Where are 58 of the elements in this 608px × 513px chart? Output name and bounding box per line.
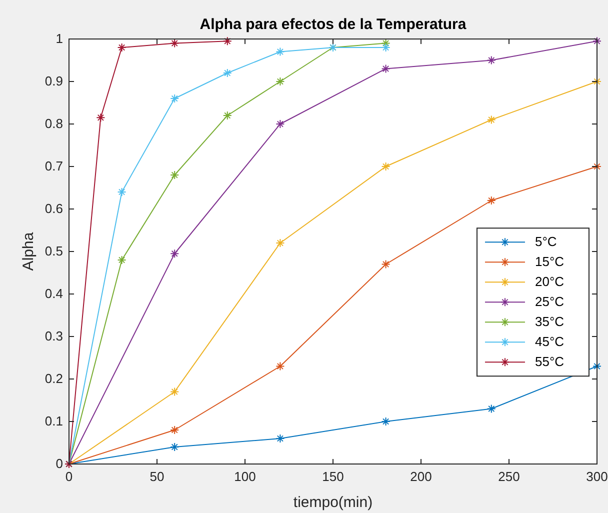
point [170,38,180,48]
point [117,188,126,196]
point [222,68,232,78]
point [381,64,390,74]
y-axis-title: Alpha [20,232,37,271]
point [276,434,285,443]
y-tick-label: 0.6 [44,201,63,216]
legend-label: 20°C [535,274,564,290]
x-axis-title: tiempo(min) [293,494,373,511]
point [276,238,285,248]
legend-label: 45°C [535,334,564,350]
point [592,77,602,86]
point [222,36,232,46]
x-tick-label: 50 [150,469,164,484]
point [117,43,126,52]
x-tick-label: 150 [322,469,344,484]
point [276,120,285,128]
point [276,362,285,371]
point [170,442,180,452]
point [381,162,390,171]
point [486,196,496,205]
point [381,417,390,426]
y-tick-label: 0.9 [44,74,63,88]
point [96,113,106,122]
legend-label: 5°C [535,234,557,250]
point [170,426,180,434]
point [592,162,602,171]
point [486,56,496,65]
y-tick-label: 0.4 [44,286,63,301]
point [170,387,180,396]
point [276,77,285,86]
x-tick-label: 0 [65,469,73,484]
x-tick-label: 100 [234,469,256,484]
y-tick-label: 0.2 [44,371,63,386]
y-tick-label: 0 [56,456,63,471]
point [276,47,285,56]
y-tick-label: 0.3 [44,328,63,344]
point [170,94,180,103]
y-tick-label: 0.7 [44,158,63,174]
point [170,249,180,258]
chart-title: Alpha para efectos de la Temperatura [200,16,467,33]
point [486,404,496,414]
y-tick-label: 1 [56,31,63,46]
point [222,111,232,120]
legend-label: 25°C [535,294,564,310]
x-tick-label: 300 [586,469,608,484]
y-tick-label: 0.1 [44,414,63,428]
legend-label: 35°C [535,314,564,330]
point [117,256,126,264]
point [170,170,180,180]
legend-label: 15°C [535,254,564,270]
y-tick-label: 0.5 [44,244,63,258]
point [486,115,496,124]
legend-label: 55°C [535,354,564,370]
x-tick-label: 250 [498,469,520,484]
point [381,260,390,269]
x-tick-label: 200 [410,469,432,484]
y-tick-label: 0.8 [44,116,63,131]
